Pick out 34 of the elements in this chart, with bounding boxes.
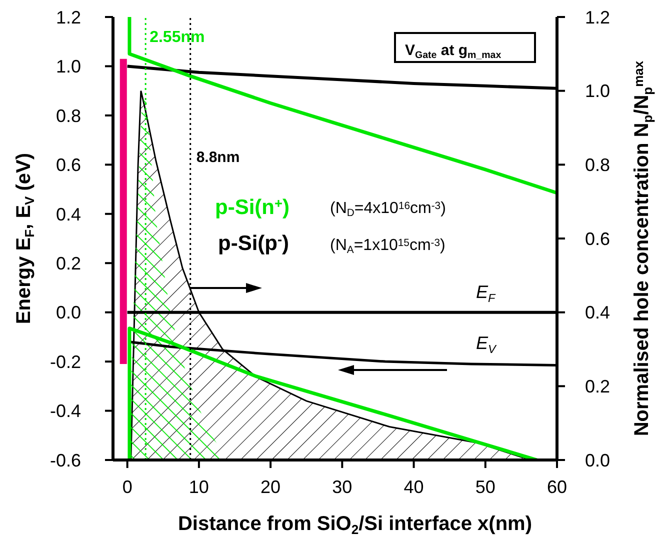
y2-tick-label: 0.0	[585, 450, 610, 470]
annotation: (N$_{D}$=4x10$^{16}$cm$^{-3}$)	[330, 200, 446, 219]
y-tick-label: -0.6	[50, 450, 81, 470]
y-tick-label: 0.4	[56, 204, 81, 224]
y-tick-label: 1.0	[56, 56, 81, 77]
x-tick-label: 40	[404, 476, 424, 497]
y-tick-label: -0.2	[50, 352, 81, 372]
y2-tick-label: 0.8	[585, 155, 610, 176]
annotation: (N$_{A}$=1x10$^{15}$cm$^{-3}$)	[330, 237, 446, 256]
x-tick-label: 50	[475, 476, 496, 497]
x-tick-label: 60	[546, 476, 568, 497]
y-tick-label: 1.2	[56, 7, 81, 28]
y2-tick-label: 1.2	[585, 7, 610, 28]
ref-line-label: 2.55nm	[150, 29, 205, 46]
y-tick-label: 0.0	[56, 302, 81, 323]
y2-tick-label: 1.0	[585, 81, 610, 102]
x-tick-label: 30	[332, 476, 352, 497]
ref-line-label: 8.8nm	[196, 149, 240, 166]
y2-tick-label: 0.6	[585, 228, 610, 249]
annotation: p-Si(n$^{+}$)	[215, 196, 290, 219]
y-tick-label: -0.4	[50, 401, 81, 422]
y2-tick-label: 0.4	[585, 302, 610, 323]
annotation: E$_{F}$	[476, 282, 496, 305]
x-axis-title: Distance from SiO$_{2}$/Si interface x(nm)	[178, 513, 532, 537]
y-tick-label: 0.2	[56, 254, 81, 274]
x-tick-label: 20	[260, 476, 281, 497]
annotation: E$_{V}$	[476, 333, 498, 356]
annotation: V$_{Gate}$ at g$_{m_max}$	[405, 42, 502, 61]
y2-tick-label: 0.2	[585, 376, 610, 397]
y-tick-label: 0.6	[56, 155, 81, 176]
y-tick-label: 0.8	[56, 106, 81, 126]
annotation: p-Si(p$^{-}$)	[218, 232, 290, 255]
x-tick-label: 0	[122, 476, 132, 497]
x-tick-label: 10	[188, 476, 209, 497]
